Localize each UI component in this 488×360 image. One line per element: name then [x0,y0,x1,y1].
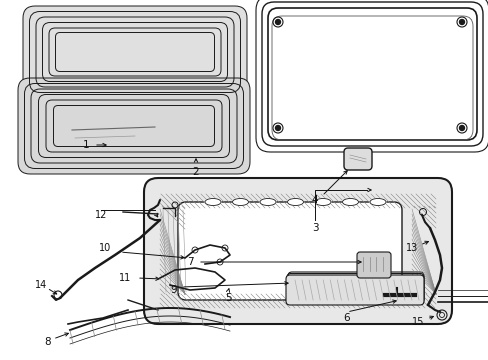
Ellipse shape [342,198,358,206]
Circle shape [275,19,280,24]
Text: 13: 13 [405,243,417,253]
Text: 7: 7 [186,257,193,267]
Ellipse shape [232,198,248,206]
Text: 4: 4 [311,195,318,205]
Text: 5: 5 [224,293,231,303]
Bar [26,10,243,170]
FancyBboxPatch shape [360,254,388,276]
Text: 3: 3 [311,223,318,233]
Ellipse shape [369,198,385,206]
Ellipse shape [287,198,303,206]
FancyBboxPatch shape [178,202,401,300]
FancyBboxPatch shape [143,178,451,324]
Circle shape [459,19,464,24]
FancyBboxPatch shape [343,148,371,170]
Text: 1: 1 [82,140,89,150]
Text: 2: 2 [192,167,199,177]
Text: 8: 8 [44,337,51,347]
Text: 15: 15 [411,317,423,327]
FancyBboxPatch shape [356,252,390,278]
Text: 14: 14 [35,280,47,290]
Text: 12: 12 [95,210,107,220]
Ellipse shape [204,198,221,206]
Text: 10: 10 [99,243,111,253]
Text: 9: 9 [170,285,177,295]
Ellipse shape [314,198,330,206]
Text: 11: 11 [119,273,131,283]
Ellipse shape [260,198,275,206]
FancyBboxPatch shape [285,275,423,305]
FancyBboxPatch shape [18,78,249,174]
FancyBboxPatch shape [23,6,246,98]
Circle shape [275,126,280,131]
Text: 6: 6 [343,313,349,323]
Circle shape [459,126,464,131]
FancyBboxPatch shape [358,253,389,277]
